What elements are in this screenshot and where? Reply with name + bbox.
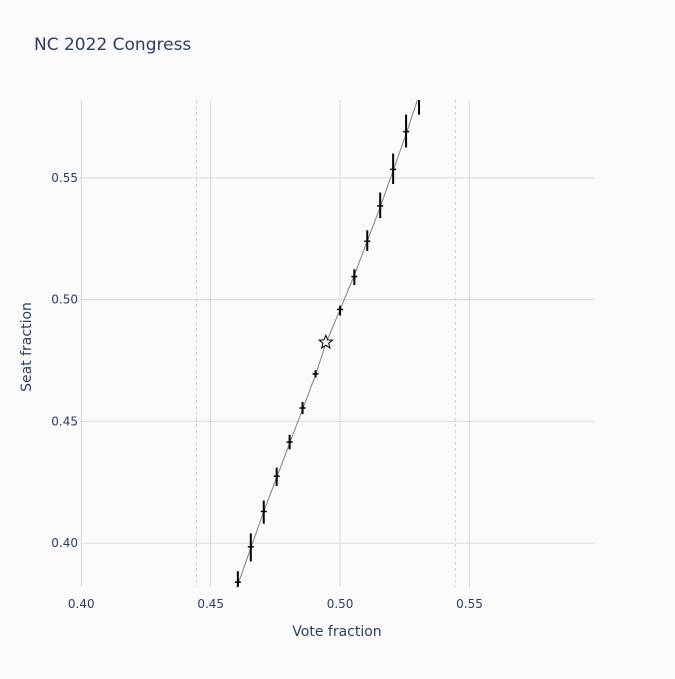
x-axis-title: Vote fraction	[292, 624, 381, 640]
x-gridlines	[80, 100, 470, 587]
data-point-13	[418, 100, 421, 115]
data-point-3	[273, 467, 280, 486]
y-axis-title: Seat fraction	[19, 302, 35, 392]
data-point-4	[286, 434, 293, 450]
y-tick-label-1: 0.45	[51, 414, 78, 428]
y-tick-labels: 0.40 0.45 0.50 0.55	[51, 171, 78, 550]
data-point-1	[247, 533, 254, 562]
y-tick-label-3: 0.55	[51, 171, 78, 185]
data-point-10	[377, 192, 384, 219]
x-tick-label-2: 0.50	[327, 597, 354, 611]
data-point-6	[312, 370, 319, 378]
data-point-8	[351, 269, 358, 286]
y-gridlines	[80, 177, 595, 544]
y-tick-label-2: 0.50	[51, 293, 78, 307]
data-point-0	[234, 571, 241, 587]
data-points	[234, 100, 421, 587]
x-tick-label-0: 0.40	[68, 597, 95, 611]
data-point-2	[260, 500, 267, 524]
data-point-12	[403, 114, 410, 148]
seat-vote-curve	[236, 100, 418, 587]
data-point-9	[364, 230, 371, 251]
data-point-7	[337, 305, 344, 316]
x-tick-labels: 0.40 0.45 0.50 0.55	[68, 597, 483, 611]
y-tick-label-0: 0.40	[51, 536, 78, 550]
data-point-11	[390, 153, 397, 185]
chart-title: NC 2022 Congress	[34, 35, 191, 55]
x-tick-label-3: 0.55	[456, 597, 483, 611]
star-marker	[317, 333, 334, 350]
x-tick-label-1: 0.45	[197, 597, 224, 611]
data-point-5	[299, 401, 306, 415]
